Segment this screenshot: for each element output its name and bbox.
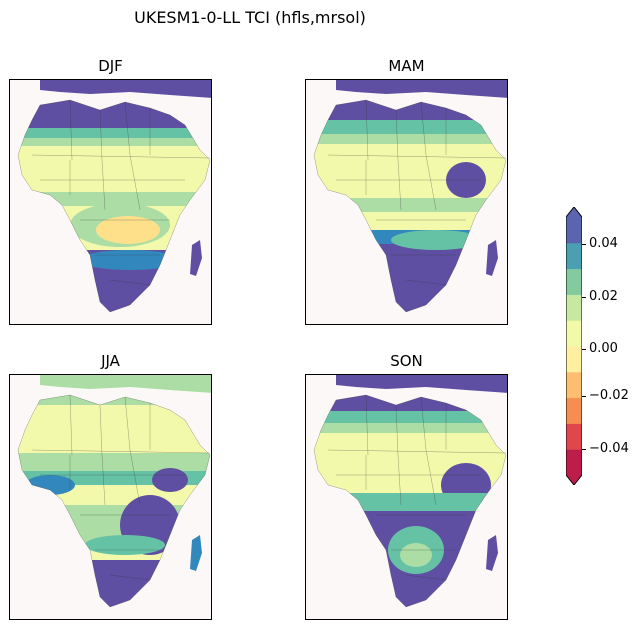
panel-title-djf: DJF	[98, 57, 123, 75]
colorbar-tick-label: −0.04	[582, 441, 629, 456]
panel-jja: JJA	[9, 352, 212, 620]
colorbar-segment	[566, 423, 582, 450]
colorbar-tick-label: −0.02	[582, 388, 629, 403]
panel-son: SON	[305, 352, 508, 620]
colorbar-segment	[566, 346, 582, 373]
colorbar-tick-label: 0.00	[582, 341, 618, 356]
colorbar	[565, 206, 583, 486]
map-jja	[9, 374, 212, 620]
colorbar-segment	[566, 320, 582, 347]
panel-title-jja: JJA	[101, 352, 120, 370]
colorbar-segment	[566, 294, 582, 321]
panel-djf: DJF	[9, 57, 212, 325]
panel-title-mam: MAM	[388, 57, 425, 75]
colorbar-segment	[566, 449, 582, 476]
figure-title: UKESM1-0-LL TCI (hfls,mrsol)	[134, 8, 366, 27]
colorbar-segment	[566, 371, 582, 399]
colorbar-segment	[566, 217, 582, 244]
colorbar-extend-min	[566, 475, 582, 485]
map-son	[305, 374, 508, 620]
colorbar-segment	[566, 242, 582, 270]
colorbar-extend-max	[566, 207, 582, 217]
colorbar-segment	[566, 397, 582, 424]
map-mam	[305, 79, 508, 325]
panel-mam: MAM	[305, 57, 508, 325]
panel-title-son: SON	[390, 352, 423, 370]
map-djf	[9, 79, 212, 325]
colorbar-tick-label: 0.02	[582, 289, 618, 304]
colorbar-segment	[566, 268, 582, 295]
colorbar-tick-label: 0.04	[582, 236, 618, 251]
